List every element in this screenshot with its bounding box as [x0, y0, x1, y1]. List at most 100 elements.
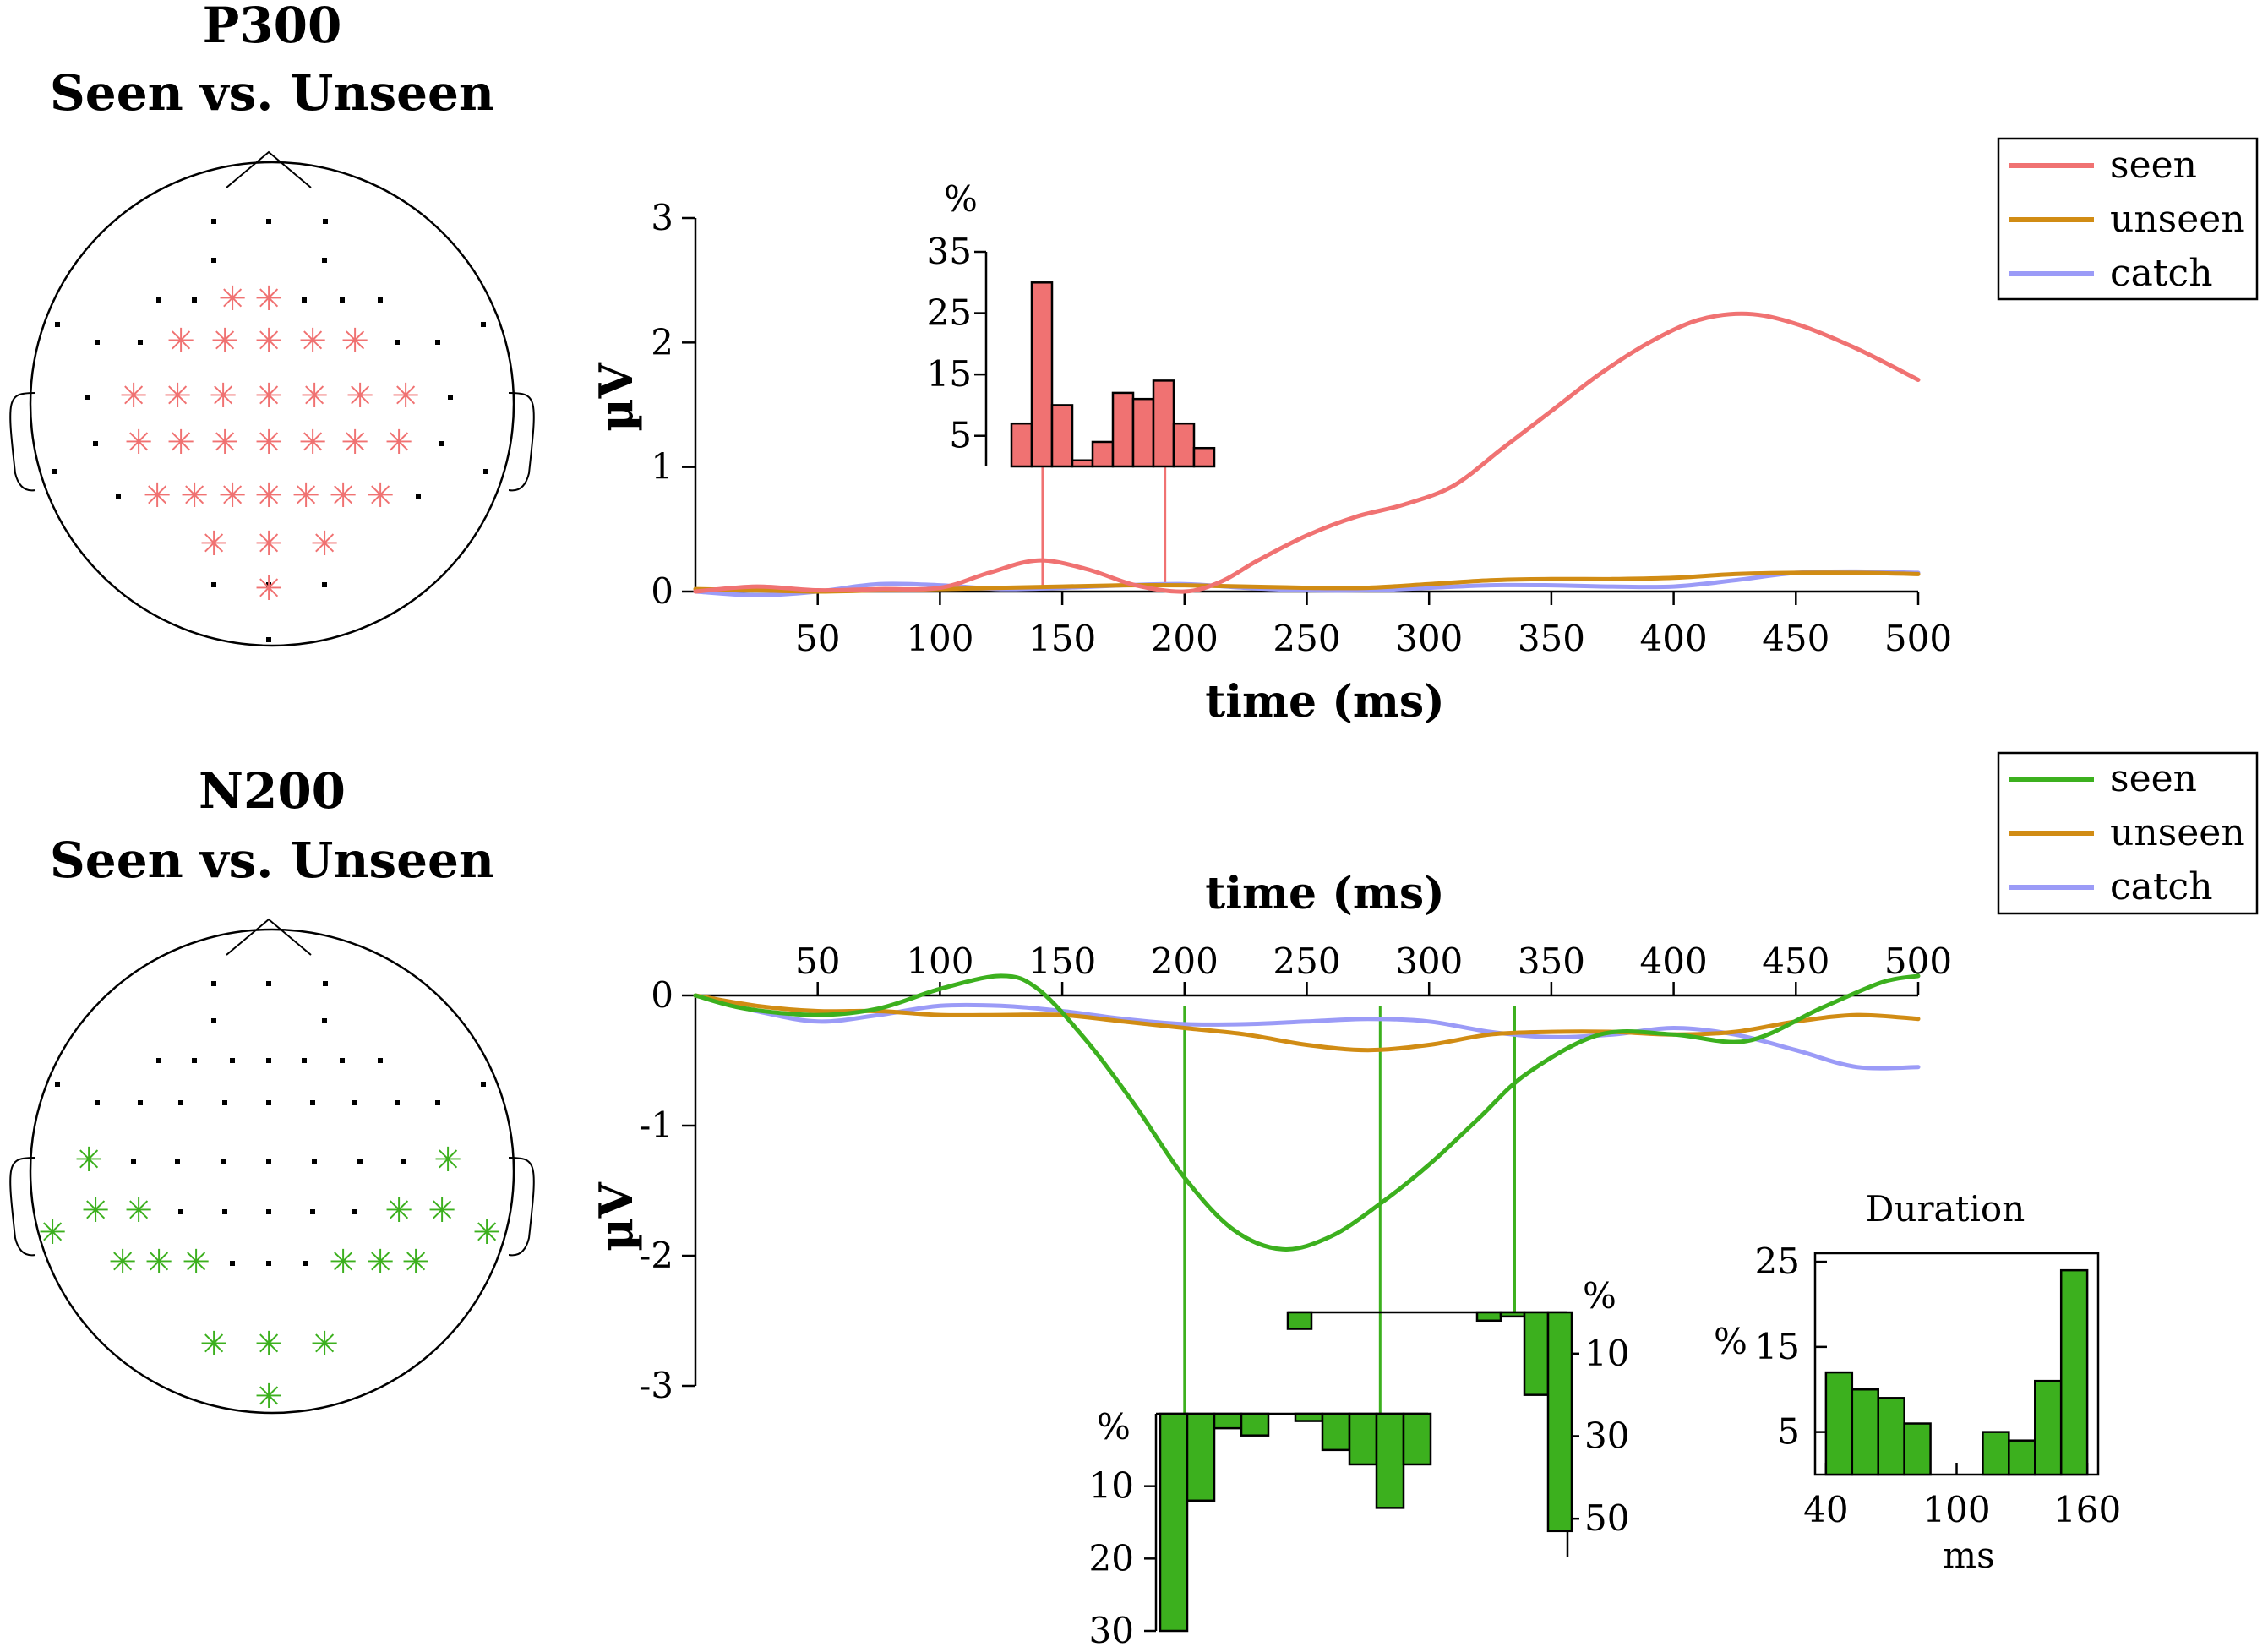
electrode-dot: [221, 1159, 226, 1164]
electrode-dot: [156, 1058, 161, 1063]
active-electrode: ✳: [74, 1141, 103, 1180]
electrode-dot: [55, 322, 60, 327]
n200-x-axis-label: time (ms): [1205, 868, 1445, 919]
legend-label-unseen: unseen: [2110, 811, 2245, 854]
hist-y-tick-label: 15: [927, 353, 972, 395]
active-electrode: ✳: [180, 477, 209, 515]
n200-latency-markers: [1183, 1006, 1516, 1414]
duration-bar: [1982, 1431, 2010, 1476]
electrode-dot: [85, 395, 90, 400]
electrode-dot: [178, 1209, 183, 1214]
histogram-bar: [1321, 1412, 1351, 1452]
active-electrode: ✳: [163, 377, 192, 416]
active-electrode: ✳: [346, 377, 374, 416]
p300-x-ticks: 50 100 150 200 250 300 350 400 450 500: [795, 592, 1952, 659]
x-tick-label: 450: [1762, 618, 1829, 659]
duration-bars: [1824, 1268, 2089, 1476]
n200-erp-plot: 0-1-2-3 50 100 150 200 250 300 350 400 450 500 µV…: [589, 751, 2259, 1647]
histogram-bar: [1475, 1311, 1502, 1323]
electrode-dot: [439, 441, 444, 446]
histogram-bar: [1523, 1311, 1550, 1396]
hist-y-tick-label: 10: [1089, 1465, 1134, 1507]
histogram-bar: [1402, 1412, 1432, 1466]
electrode-dot: [266, 1261, 271, 1266]
x-tick-label: 50: [795, 618, 840, 659]
p300-latency-histogram: % 5 15 25 35: [927, 178, 1216, 468]
p300-y-axis-label: µV: [589, 362, 643, 432]
active-electrode: ✳: [254, 1377, 283, 1416]
histogram-bar: [1159, 1412, 1189, 1633]
electrode-dot: [266, 1100, 271, 1105]
active-electrode: ✳: [108, 1243, 137, 1282]
p300-title: P300: [203, 0, 342, 54]
histogram-bar: [1294, 1412, 1324, 1422]
histogram-bar: [1286, 1311, 1313, 1330]
hist-y-tick-label: 30: [1089, 1610, 1134, 1647]
p300-sensor-grid: ✳ ✳✳ ✳ ✳ ✳ ✳✳ ✳ ✳ ✳ ✳ ✳ ✳✳ ✳ ✳ ✳ ✳ ✳ ✳✳ ✳ ✳ ✳ ✳ ✳ ✳✳ ✳ ✳✳: [52, 219, 488, 642]
active-electrode: ✳: [298, 423, 327, 462]
duration-bar: [2008, 1439, 2036, 1476]
electrode-dot: [395, 340, 400, 345]
x-tick-label: 350: [1518, 941, 1585, 982]
duration-x-tick-label: 160: [2053, 1489, 2121, 1530]
electrode-dot: [310, 1209, 315, 1214]
electrode-dot: [266, 1209, 271, 1214]
electrode-dot: [230, 1058, 235, 1063]
electrode-dot: [352, 1100, 357, 1105]
legend-label-seen: seen: [2110, 144, 2197, 187]
n200-scalp-map: N200 Seen vs. Unseen ✳ ✳✳ ✳ ✳ ✳✳ ✳✳ ✳ ✳ ✳ ✳ ✳✳ ✳ ✳✳: [9, 762, 535, 1416]
x-tick-label: 350: [1518, 618, 1585, 659]
electrode-dot: [416, 494, 421, 499]
duration-bar: [1824, 1371, 1854, 1476]
electrode-dot: [192, 1058, 197, 1063]
left-ear-outline: [9, 392, 36, 492]
n200-left-histogram: % 10 20 30: [1089, 1406, 1432, 1647]
head-outline: [29, 161, 515, 647]
active-electrode: ✳: [254, 570, 283, 608]
electrode-dot: [266, 1058, 271, 1063]
electrode-dot: [481, 1082, 486, 1087]
active-electrode: ✳: [298, 322, 327, 361]
active-electrode: ✳: [341, 322, 369, 361]
series-line-seen: [693, 311, 1921, 594]
electrode-dot: [211, 582, 216, 587]
histogram-bar: [1240, 1412, 1270, 1437]
histogram-bar: [1152, 379, 1175, 468]
active-electrode: ✳: [199, 525, 228, 564]
histogram-bar: [1030, 281, 1054, 468]
duration-x-tick-label: 100: [1922, 1489, 1990, 1530]
p300-subtitle: Seen vs. Unseen: [50, 64, 494, 122]
n200-right-hist-y-ticks: 10 30 50: [1567, 1333, 1629, 1539]
active-electrode: ✳: [384, 423, 413, 462]
y-tick-label: -3: [639, 1365, 673, 1406]
electrode-dot: [222, 1100, 227, 1105]
histogram-bar: [1050, 404, 1074, 468]
active-electrode: ✳: [341, 423, 369, 462]
histogram-bar: [1131, 397, 1155, 468]
electrode-dot: [401, 1159, 406, 1164]
y-tick-label: 1: [651, 446, 673, 488]
active-electrode: ✳: [472, 1213, 501, 1252]
active-electrode: ✳: [428, 1192, 456, 1230]
electrode-dot: [211, 981, 216, 986]
active-electrode: ✳: [254, 423, 283, 462]
histogram-bar: [1172, 422, 1196, 468]
n200-subtitle: Seen vs. Unseen: [50, 832, 494, 889]
x-tick-label: 400: [1640, 618, 1708, 659]
y-tick-label: 0: [651, 570, 673, 612]
duration-histogram: Duration % ms 5 15 25 40 100 160: [1714, 1188, 2121, 1576]
left-ear-outline: [9, 1157, 36, 1257]
electrode-dot: [266, 582, 271, 587]
p300-legend: seen unseen catch: [1997, 137, 2259, 301]
y-tick-label: 3: [651, 197, 673, 238]
x-tick-label: 250: [1273, 618, 1340, 659]
active-electrode: ✳: [366, 477, 395, 515]
n200-right-histogram: % 10 30 50: [1286, 1275, 1629, 1557]
histogram-bar: [1186, 1412, 1216, 1502]
active-electrode: ✳: [310, 525, 339, 564]
x-tick-label: 100: [906, 941, 973, 982]
right-ear-outline: [508, 1157, 535, 1257]
electrode-dot: [266, 981, 271, 986]
active-electrode: ✳: [210, 423, 239, 462]
